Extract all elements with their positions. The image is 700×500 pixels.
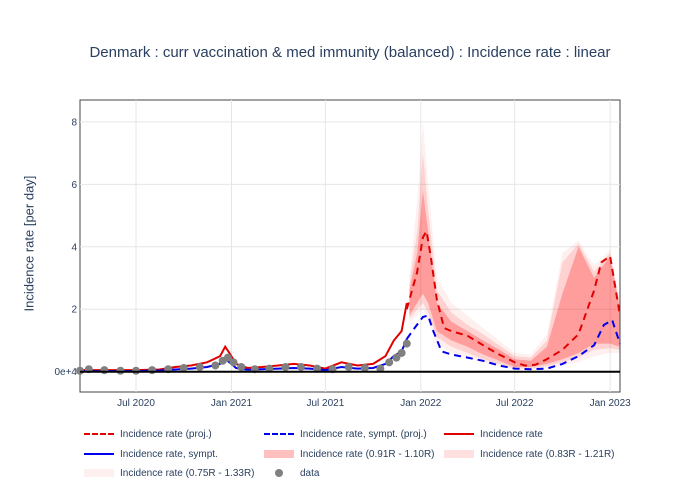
data-point [385, 358, 394, 367]
x-tick-label: Jul 2021 [306, 398, 344, 409]
band-area [409, 153, 620, 369]
legend-swatch-solid-red [444, 428, 474, 440]
y-tick-labels: 0e+4 2 4 6 8 [54, 117, 77, 378]
data-point [376, 364, 385, 373]
legend-label: Incidence rate [480, 428, 543, 440]
band-area [409, 190, 620, 367]
data-point [179, 363, 188, 372]
legend-swatch-band-dark [264, 448, 294, 460]
data-point [296, 363, 305, 372]
legend-item-band-75[interactable]: Incidence rate (0.75R - 1.33R) [84, 465, 255, 481]
legend-swatch-dashed-red [84, 428, 114, 440]
data-point [229, 358, 238, 367]
legend-swatch-band-mid [444, 448, 474, 460]
x-tick-label: Jan 2023 [590, 398, 632, 409]
plot-frame [79, 99, 621, 393]
legend-item-sympt-proj[interactable]: Incidence rate, sympt. (proj.) [264, 426, 427, 442]
band-layer [409, 121, 620, 370]
legend-swatch-band-light [84, 467, 114, 479]
legend-item-proj[interactable]: Incidence rate (proj.) [84, 426, 212, 442]
y-tick-label: 0e+4 [54, 367, 77, 378]
data-point [265, 364, 274, 373]
series-line [405, 228, 621, 367]
legend-label: Incidence rate (0.83R - 1.21R) [480, 448, 615, 460]
legend-item-band-91[interactable]: Incidence rate (0.91R - 1.10R) [264, 446, 435, 462]
legend-label: Incidence rate, sympt. (proj.) [300, 428, 427, 440]
x-tick-label: Jul 2022 [496, 398, 534, 409]
marker-layer [76, 339, 411, 375]
data-point [313, 364, 322, 373]
series-line [405, 314, 621, 371]
x-tick-label: Jul 2020 [117, 398, 155, 409]
y-tick-label: 2 [71, 305, 77, 316]
data-point [344, 363, 353, 372]
legend-label: data [300, 467, 320, 479]
legend-label: Incidence rate, sympt. [120, 448, 218, 460]
y-tick-label: 6 [71, 180, 77, 191]
x-tick-label: Jan 2021 [211, 398, 253, 409]
data-point [281, 363, 290, 372]
legend-label: Incidence rate (0.75R - 1.33R) [120, 467, 255, 479]
data-point [195, 363, 204, 372]
legend-swatch-dashed-blue [264, 428, 294, 440]
y-tick-label: 4 [71, 242, 77, 253]
x-tick-label: Jan 2022 [400, 398, 442, 409]
data-point [237, 363, 246, 372]
legend-item-sympt[interactable]: Incidence rate, sympt. [84, 446, 218, 462]
data-point [397, 348, 406, 357]
band-area [409, 121, 620, 370]
data-point [211, 361, 220, 370]
legend-swatch-dot [264, 467, 294, 479]
legend-label: Incidence rate (0.91R - 1.10R) [300, 448, 435, 460]
legend-item-band-83[interactable]: Incidence rate (0.83R - 1.21R) [444, 446, 615, 462]
data-point [148, 366, 157, 375]
data-point [100, 366, 109, 375]
legend-item-data[interactable]: data [264, 465, 319, 481]
x-tick-labels: Jul 2020 Jan 2021 Jul 2021 Jan 2022 Jul 2022… [117, 398, 631, 409]
data-point [223, 353, 232, 362]
y-tick-label: 8 [71, 117, 77, 128]
data-point [402, 339, 411, 348]
legend-item-incidence[interactable]: Incidence rate [444, 426, 543, 442]
legend-label: Incidence rate (proj.) [120, 428, 212, 440]
data-point [392, 353, 401, 362]
data-point [360, 363, 369, 372]
legend-swatch-solid-blue [84, 448, 114, 460]
chart-title: Denmark : curr vaccination & med immunit… [89, 44, 611, 61]
